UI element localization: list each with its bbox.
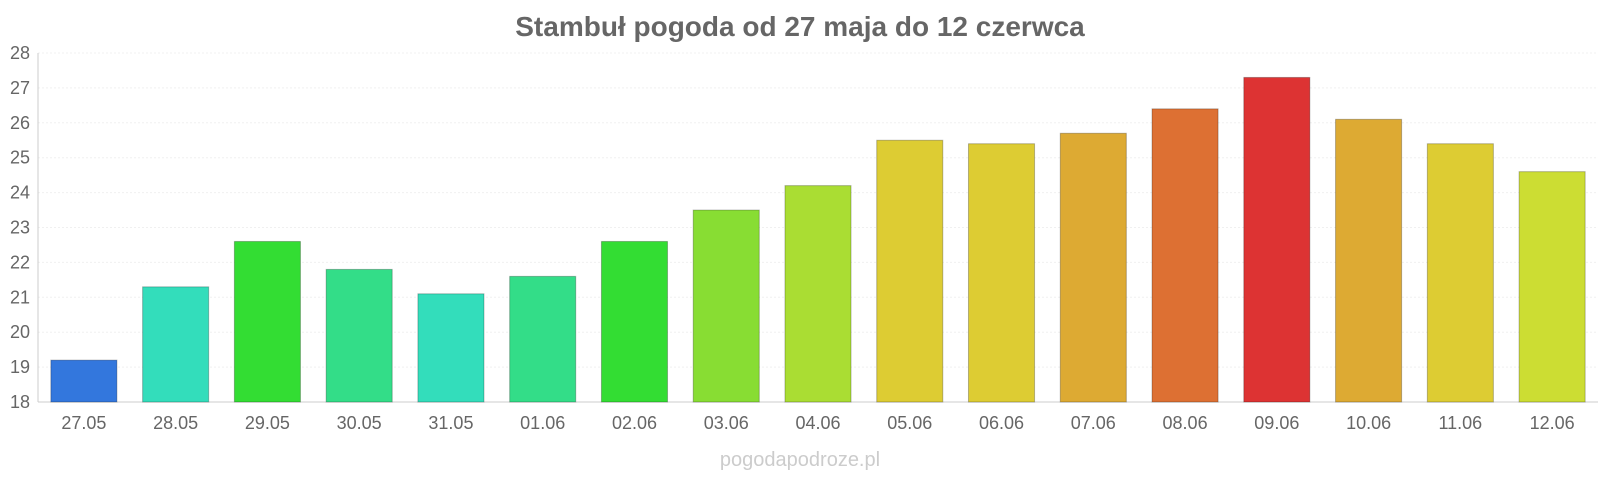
x-tick-label: 27.05 (61, 413, 106, 433)
y-tick-label: 27 (10, 78, 30, 98)
bar-02.06 (600, 240, 669, 403)
x-tick-label: 10.06 (1346, 413, 1391, 433)
bars (50, 76, 1586, 403)
bar-03.06 (692, 209, 760, 403)
x-tick-label: 12.06 (1530, 413, 1575, 433)
y-tick-label: 18 (10, 392, 30, 412)
bar-11.06 (1426, 143, 1494, 403)
watermark: pogodapodroze.pl (720, 449, 880, 471)
x-tick-label: 11.06 (1438, 413, 1482, 433)
bar-31.05 (417, 293, 485, 403)
bar-28.05 (142, 286, 210, 403)
bar-09.06 (1243, 76, 1311, 403)
bar-27.05 (50, 359, 118, 403)
y-tick-label: 20 (10, 322, 30, 342)
x-tick-label: 07.06 (1071, 413, 1116, 433)
chart-title: Stambuł pogoda od 27 maja do 12 czerwca (515, 11, 1085, 42)
y-tick-label: 25 (10, 148, 30, 168)
x-tick-label: 30.05 (337, 413, 382, 433)
y-tick-label: 19 (10, 357, 30, 377)
x-tick-label: 02.06 (612, 413, 657, 433)
y-tick-label: 28 (10, 43, 30, 63)
bar-29.05 (233, 240, 301, 403)
y-tick-label: 24 (10, 183, 30, 203)
bar-08.06 (1151, 108, 1219, 403)
x-tick-label: 08.06 (1163, 413, 1208, 433)
tick-labels: 18 19 20 21 22 23 24 25 26 27 28 27.05 28.05 29.05 30.… (10, 43, 1575, 433)
bar-12.06 (1518, 171, 1586, 403)
y-tick-label: 26 (10, 113, 30, 133)
bar-05.06 (876, 139, 944, 403)
bar-04.06 (784, 185, 852, 403)
x-tick-label: 09.06 (1254, 413, 1299, 433)
x-tick-label: 03.06 (704, 413, 749, 433)
x-tick-label: 05.06 (887, 413, 932, 433)
bar-01.06 (509, 275, 577, 403)
bar-10.06 (1335, 118, 1403, 403)
x-tick-label: 28.05 (153, 413, 198, 433)
x-tick-label: 04.06 (795, 413, 840, 433)
y-tick-label: 23 (10, 218, 30, 238)
bar-07.06 (1059, 132, 1127, 403)
x-tick-label: 29.05 (245, 413, 290, 433)
bar-06.06 (967, 143, 1036, 403)
y-tick-label: 21 (10, 287, 30, 307)
x-tick-label: 01.06 (520, 413, 565, 433)
y-tick-label: 22 (10, 252, 30, 272)
x-tick-label: 06.06 (979, 413, 1024, 433)
x-tick-label: 31.05 (428, 413, 473, 433)
bar-30.05 (325, 268, 393, 403)
